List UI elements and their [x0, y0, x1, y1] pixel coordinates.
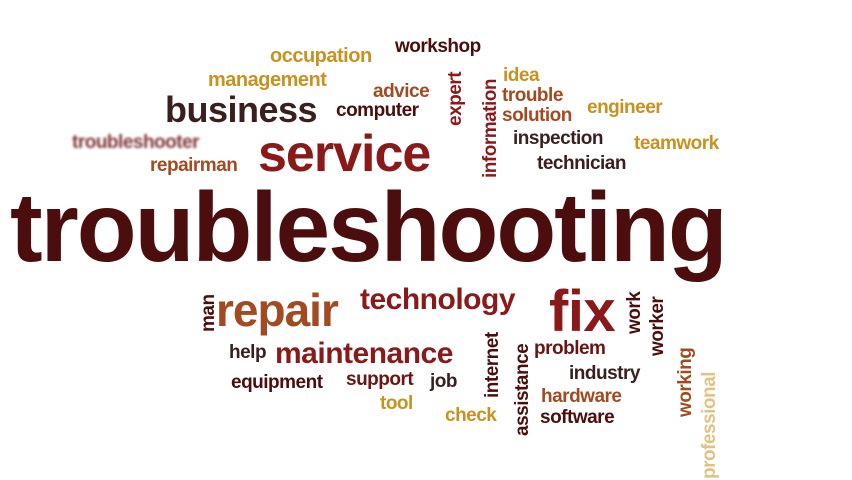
word-industry: industry — [569, 363, 640, 384]
word-equipment: equipment — [231, 372, 323, 393]
word-internet: internet — [482, 332, 503, 398]
word-technician: technician — [537, 153, 626, 174]
word-job: job — [430, 371, 458, 392]
word-teamwork: teamwork — [634, 133, 719, 154]
word-advice: advice — [373, 81, 430, 102]
word-solution: solution — [502, 105, 572, 126]
word-repair: repair — [216, 284, 339, 336]
word-technology: technology — [360, 283, 516, 316]
word-support: support — [346, 369, 414, 390]
word-worker: worker — [647, 296, 668, 356]
word-troubleshooting: troubleshooting — [10, 172, 728, 282]
word-hardware: hardware — [541, 386, 622, 407]
word-tool: tool — [380, 393, 413, 414]
word-engineer: engineer — [587, 97, 663, 118]
word-information: information — [480, 79, 501, 178]
word-work: work — [624, 291, 645, 334]
word-check: check — [445, 405, 497, 426]
word-expert: expert — [445, 71, 466, 126]
word-repairman: repairman — [150, 155, 238, 176]
word-maintenance: maintenance — [275, 337, 453, 370]
word-inspection: inspection — [513, 128, 604, 149]
word-computer: computer — [336, 100, 419, 121]
word-professional: professional — [699, 372, 720, 479]
word-problem: problem — [534, 338, 606, 359]
word-software: software — [540, 407, 615, 428]
word-fix: fix — [549, 279, 616, 344]
word-help: help — [229, 342, 267, 363]
word-service: service — [258, 125, 431, 183]
word-idea: idea — [503, 65, 540, 86]
word-working: working — [675, 347, 696, 417]
word-assistance: assistance — [512, 343, 533, 436]
word-workshop: workshop — [395, 36, 481, 57]
word-business: business — [165, 89, 318, 130]
word-trouble: trouble — [502, 85, 563, 106]
word-occupation: occupation — [270, 45, 372, 67]
word-management: management — [208, 69, 327, 91]
word-troubleshooter: troubleshooter — [72, 132, 200, 153]
